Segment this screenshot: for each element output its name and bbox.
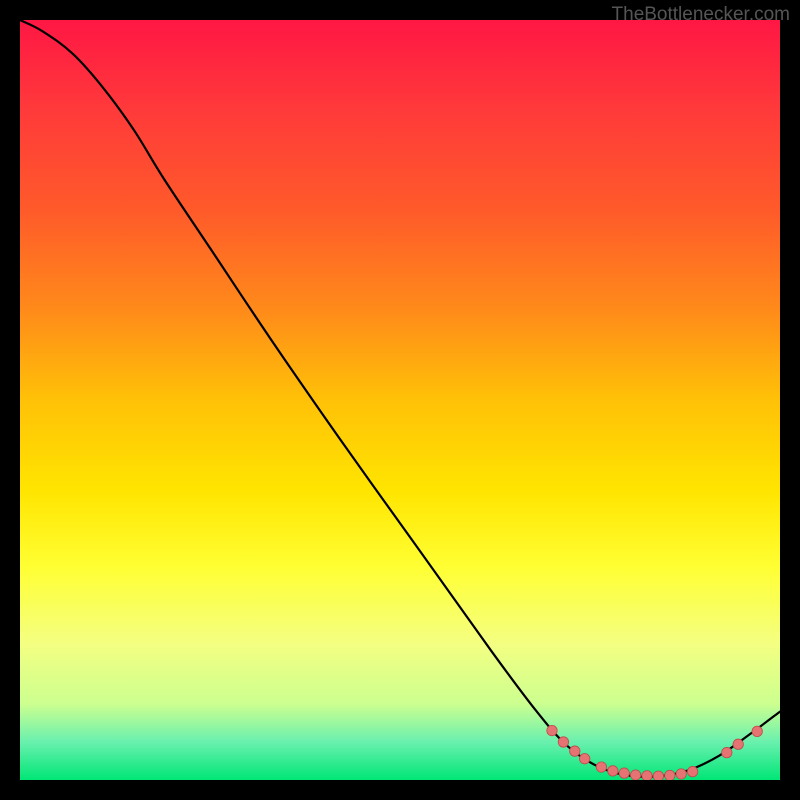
data-marker [653,771,663,780]
data-marker [558,737,568,747]
gradient-background [20,20,780,780]
watermark-text: TheBottlenecker.com [612,4,790,26]
data-marker [608,766,618,776]
data-marker [665,770,675,780]
data-marker [630,770,640,780]
chart-svg [20,20,780,780]
data-marker [547,725,557,735]
data-marker [570,746,580,756]
data-marker [722,747,732,757]
data-marker [619,768,629,778]
data-marker [596,762,606,772]
bottleneck-chart [20,20,780,780]
data-marker [642,771,652,780]
data-marker [687,766,697,776]
data-marker [752,726,762,736]
data-marker [676,769,686,779]
data-marker [733,739,743,749]
data-marker [579,754,589,764]
